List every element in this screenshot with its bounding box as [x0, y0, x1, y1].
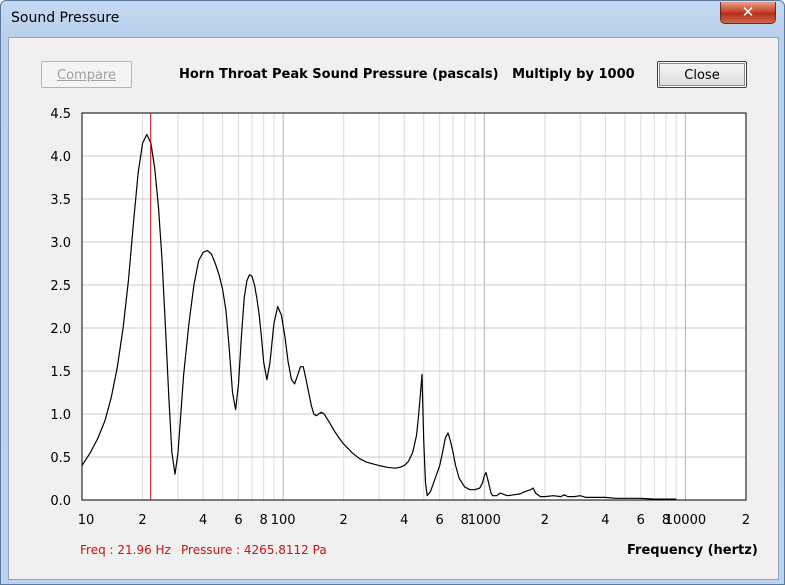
chart-title: Horn Throat Peak Sound Pressure (pascals… — [179, 67, 635, 82]
x-tick-label: 2 — [138, 513, 146, 528]
y-tick-label: 1.5 — [50, 365, 71, 380]
y-tick-label: 2.5 — [50, 279, 71, 294]
x-tick-label: 10000 — [665, 513, 706, 528]
plot-frame — [81, 112, 747, 501]
close-button[interactable]: Close — [657, 61, 747, 88]
y-tick-label: 3.5 — [50, 193, 71, 208]
y-tick-label: 2.0 — [50, 322, 71, 337]
x-tick-label: 8 — [662, 513, 670, 528]
x-tick-label: 2 — [742, 513, 750, 528]
y-tick-label: 1.0 — [50, 408, 71, 423]
x-tick-label: 100 — [271, 513, 296, 528]
compare-button: Compare — [41, 61, 132, 88]
pressure-series-line — [81, 133, 677, 500]
x-tick-label: 6 — [637, 513, 645, 528]
x-tick-label: 8 — [260, 513, 268, 528]
window-title: Sound Pressure — [11, 10, 120, 26]
x-tick-label: 2 — [340, 513, 348, 528]
x-tick-label: 8 — [461, 513, 469, 528]
y-tick-label: 4.0 — [50, 150, 71, 165]
y-tick-label: 0.0 — [50, 494, 71, 509]
x-tick-label: 6 — [234, 513, 242, 528]
y-tick-label: 0.5 — [50, 451, 71, 466]
y-tick-label: 4.5 — [50, 107, 71, 122]
x-tick-label: 1000 — [468, 513, 501, 528]
x-axis-label: Frequency (hertz) — [627, 543, 758, 558]
title-bar[interactable]: Sound Pressure ✕ — [1, 1, 784, 37]
x-tick-label: 2 — [541, 513, 549, 528]
window-close-icon[interactable]: ✕ — [720, 2, 776, 24]
x-tick-label: 10 — [78, 513, 95, 528]
pressure-readout: Pressure : 4265.8112 Pa — [181, 543, 327, 557]
x-tick-label: 4 — [601, 513, 609, 528]
y-tick-label: 3.0 — [50, 236, 71, 251]
plot-area — [82, 113, 746, 500]
x-tick-label: 4 — [400, 513, 408, 528]
x-tick-label: 6 — [436, 513, 444, 528]
x-tick-label: 4 — [199, 513, 207, 528]
compare-button-label: Compare — [57, 68, 116, 83]
freq-readout: Freq : 21.96 Hz — [80, 543, 171, 557]
